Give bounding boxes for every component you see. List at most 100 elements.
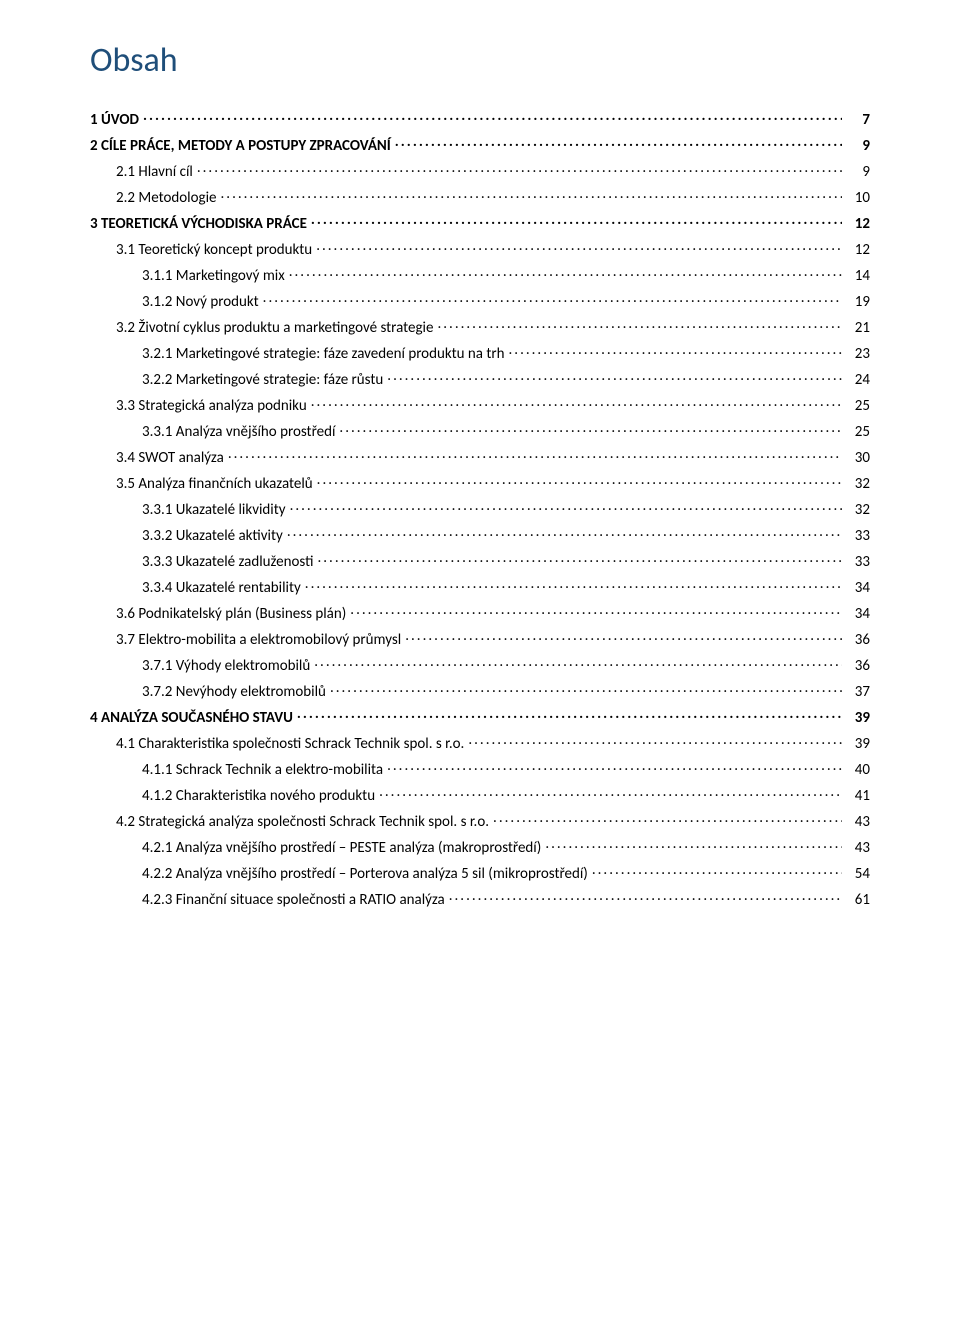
toc-leader-dots <box>287 525 842 540</box>
toc-entry-label: 2 CÍLE PRÁCE, METODY A POSTUPY ZPRACOVÁN… <box>90 139 391 154</box>
toc-entry[interactable]: 3.7.1 Výhody elektromobilů 36 <box>90 655 870 674</box>
toc-entry[interactable]: 4.2.1 Analýza vnějšího prostředí – PESTE… <box>90 837 870 856</box>
toc-entry[interactable]: 4.1 Charakteristika společnosti Schrack … <box>90 733 870 752</box>
toc-entry-label: 4 ANALÝZA SOUČASNÉHO STAVU <box>90 711 293 726</box>
toc-leader-dots <box>289 265 842 280</box>
toc-entry[interactable]: 3.3.3 Ukazatelé zadluženosti33 <box>90 551 870 570</box>
toc-entry-page: 9 <box>846 165 870 180</box>
toc-entry-label: 3.3.1 Analýza vnějšího prostředí <box>142 425 335 440</box>
toc-entry-label: 3.1.1 Marketingový mix <box>142 269 285 284</box>
toc-leader-dots <box>297 707 842 722</box>
toc-entry-page: 21 <box>846 321 870 336</box>
toc-entry-label: 4.2 Strategická analýza společnosti Schr… <box>116 815 489 830</box>
toc-entry-label: 3.5 Analýza finančních ukazatelů <box>116 477 313 492</box>
toc-entry[interactable]: 3.3 Strategická analýza podniku 25 <box>90 395 870 414</box>
toc-entry-label: 1 ÚVOD <box>90 113 139 128</box>
toc-entry-page: 61 <box>846 893 870 908</box>
toc-entry[interactable]: 3.1.2 Nový produkt 19 <box>90 291 870 310</box>
toc-entry[interactable]: 4.1.1 Schrack Technik a elektro-mobilita… <box>90 759 870 778</box>
toc-leader-dots <box>405 629 842 644</box>
toc-entry-page: 25 <box>846 425 870 440</box>
toc-entry[interactable]: 4.2.2 Analýza vnějšího prostředí – Porte… <box>90 863 870 882</box>
toc-entry[interactable]: 4 ANALÝZA SOUČASNÉHO STAVU 39 <box>90 707 870 726</box>
toc-leader-dots <box>387 369 842 384</box>
toc-entry[interactable]: 3.2.1 Marketingové strategie: fáze zaved… <box>90 343 870 362</box>
toc-entry-page: 30 <box>846 451 870 466</box>
toc-leader-dots <box>395 135 842 150</box>
toc-entry[interactable]: 3.3.1 Ukazatelé likvidity32 <box>90 499 870 518</box>
toc-entry[interactable]: 1 ÚVOD 7 <box>90 109 870 128</box>
toc-entry-page: 12 <box>846 217 870 232</box>
toc-entry[interactable]: 4.2.3 Finanční situace společnosti a RAT… <box>90 889 870 908</box>
toc-leader-dots <box>221 187 843 202</box>
toc-entry[interactable]: 3.3.2 Ukazatelé aktivity 33 <box>90 525 870 544</box>
toc-leader-dots <box>387 759 842 774</box>
toc-entry-label: 3.7 Elektro-mobilita a elektromobilový p… <box>116 633 401 648</box>
toc-entry[interactable]: 2.2 Metodologie10 <box>90 187 870 206</box>
toc-entry[interactable]: 3.3.1 Analýza vnějšího prostředí 25 <box>90 421 870 440</box>
toc-entry[interactable]: 3.4 SWOT analýza 30 <box>90 447 870 466</box>
toc-entry-page: 33 <box>846 529 870 544</box>
toc-entry[interactable]: 3.1.1 Marketingový mix 14 <box>90 265 870 284</box>
toc-entry[interactable]: 3.7 Elektro-mobilita a elektromobilový p… <box>90 629 870 648</box>
toc-leader-dots <box>143 109 842 124</box>
toc-entry-page: 36 <box>846 659 870 674</box>
toc-entry-label: 4.1.1 Schrack Technik a elektro-mobilita <box>142 763 383 778</box>
toc-entry-label: 3.4 SWOT analýza <box>116 451 224 466</box>
toc-entry[interactable]: 3.1 Teoretický koncept produktu 12 <box>90 239 870 258</box>
toc-entry[interactable]: 2.1 Hlavní cíl9 <box>90 161 870 180</box>
toc-entry-page: 32 <box>846 503 870 518</box>
toc-entry[interactable]: 3.5 Analýza finančních ukazatelů32 <box>90 473 870 492</box>
toc-entry-page: 7 <box>846 113 870 128</box>
toc-entry-page: 33 <box>846 555 870 570</box>
toc-entry-page: 14 <box>846 269 870 284</box>
toc-leader-dots <box>339 421 842 436</box>
toc-entry[interactable]: 4.1.2 Charakteristika nového produktu41 <box>90 785 870 804</box>
toc-entry-label: 4.2.2 Analýza vnějšího prostředí – Porte… <box>142 867 588 882</box>
toc-leader-dots <box>317 551 842 566</box>
toc-entry-label: 3.3.2 Ukazatelé aktivity <box>142 529 283 544</box>
toc-leader-dots <box>468 733 842 748</box>
toc-leader-dots <box>437 317 842 332</box>
toc-entry-label: 3.2.2 Marketingové strategie: fáze růstu <box>142 373 383 388</box>
toc-entry-page: 39 <box>846 711 870 726</box>
toc-entry-page: 40 <box>846 763 870 778</box>
toc-leader-dots <box>197 161 842 176</box>
toc-entry-label: 3.7.1 Výhody elektromobilů <box>142 659 310 674</box>
toc-entry-page: 19 <box>846 295 870 310</box>
toc-leader-dots <box>379 785 842 800</box>
toc-entry[interactable]: 3 TEORETICKÁ VÝCHODISKA PRÁCE 12 <box>90 213 870 232</box>
toc-entry-page: 43 <box>846 815 870 830</box>
toc-entry[interactable]: 4.2 Strategická analýza společnosti Schr… <box>90 811 870 830</box>
toc-entry-label: 3.3 Strategická analýza podniku <box>116 399 307 414</box>
toc-entry-label: 3.1 Teoretický koncept produktu <box>116 243 312 258</box>
toc-entry-label: 3.6 Podnikatelský plán (Business plán) <box>116 607 346 622</box>
toc-entry-page: 34 <box>846 581 870 596</box>
toc-entry[interactable]: 3.6 Podnikatelský plán (Business plán) 34 <box>90 603 870 622</box>
toc-leader-dots <box>311 213 842 228</box>
toc-leader-dots <box>314 655 842 670</box>
toc-entry-page: 34 <box>846 607 870 622</box>
toc-leader-dots <box>449 889 842 904</box>
toc-entry-page: 12 <box>846 243 870 258</box>
toc-leader-dots <box>228 447 842 462</box>
toc-entry-page: 41 <box>846 789 870 804</box>
table-of-contents: 1 ÚVOD 7 2 CÍLE PRÁCE, METODY A POSTUPY ZP… <box>90 109 870 908</box>
toc-entry-label: 3.1.2 Nový produkt <box>142 295 259 310</box>
toc-entry[interactable]: 3.2.2 Marketingové strategie: fáze růstu… <box>90 369 870 388</box>
toc-entry-page: 39 <box>846 737 870 752</box>
toc-leader-dots <box>509 343 843 358</box>
toc-entry-page: 9 <box>846 139 870 154</box>
toc-entry[interactable]: 2 CÍLE PRÁCE, METODY A POSTUPY ZPRACOVÁN… <box>90 135 870 154</box>
toc-entry-label: 3.2 Životní cyklus produktu a marketingo… <box>116 321 433 336</box>
toc-entry-label: 4.2.1 Analýza vnějšího prostředí – PESTE… <box>142 841 541 856</box>
toc-entry-page: 25 <box>846 399 870 414</box>
toc-entry-page: 36 <box>846 633 870 648</box>
toc-entry[interactable]: 3.7.2 Nevýhody elektromobilů37 <box>90 681 870 700</box>
toc-entry[interactable]: 3.2 Životní cyklus produktu a marketingo… <box>90 317 870 336</box>
toc-leader-dots <box>592 863 842 878</box>
toc-leader-dots <box>493 811 842 826</box>
toc-entry-label: 3 TEORETICKÁ VÝCHODISKA PRÁCE <box>90 217 307 232</box>
toc-entry[interactable]: 3.3.4 Ukazatelé rentability34 <box>90 577 870 596</box>
toc-entry-label: 4.1 Charakteristika společnosti Schrack … <box>116 737 464 752</box>
